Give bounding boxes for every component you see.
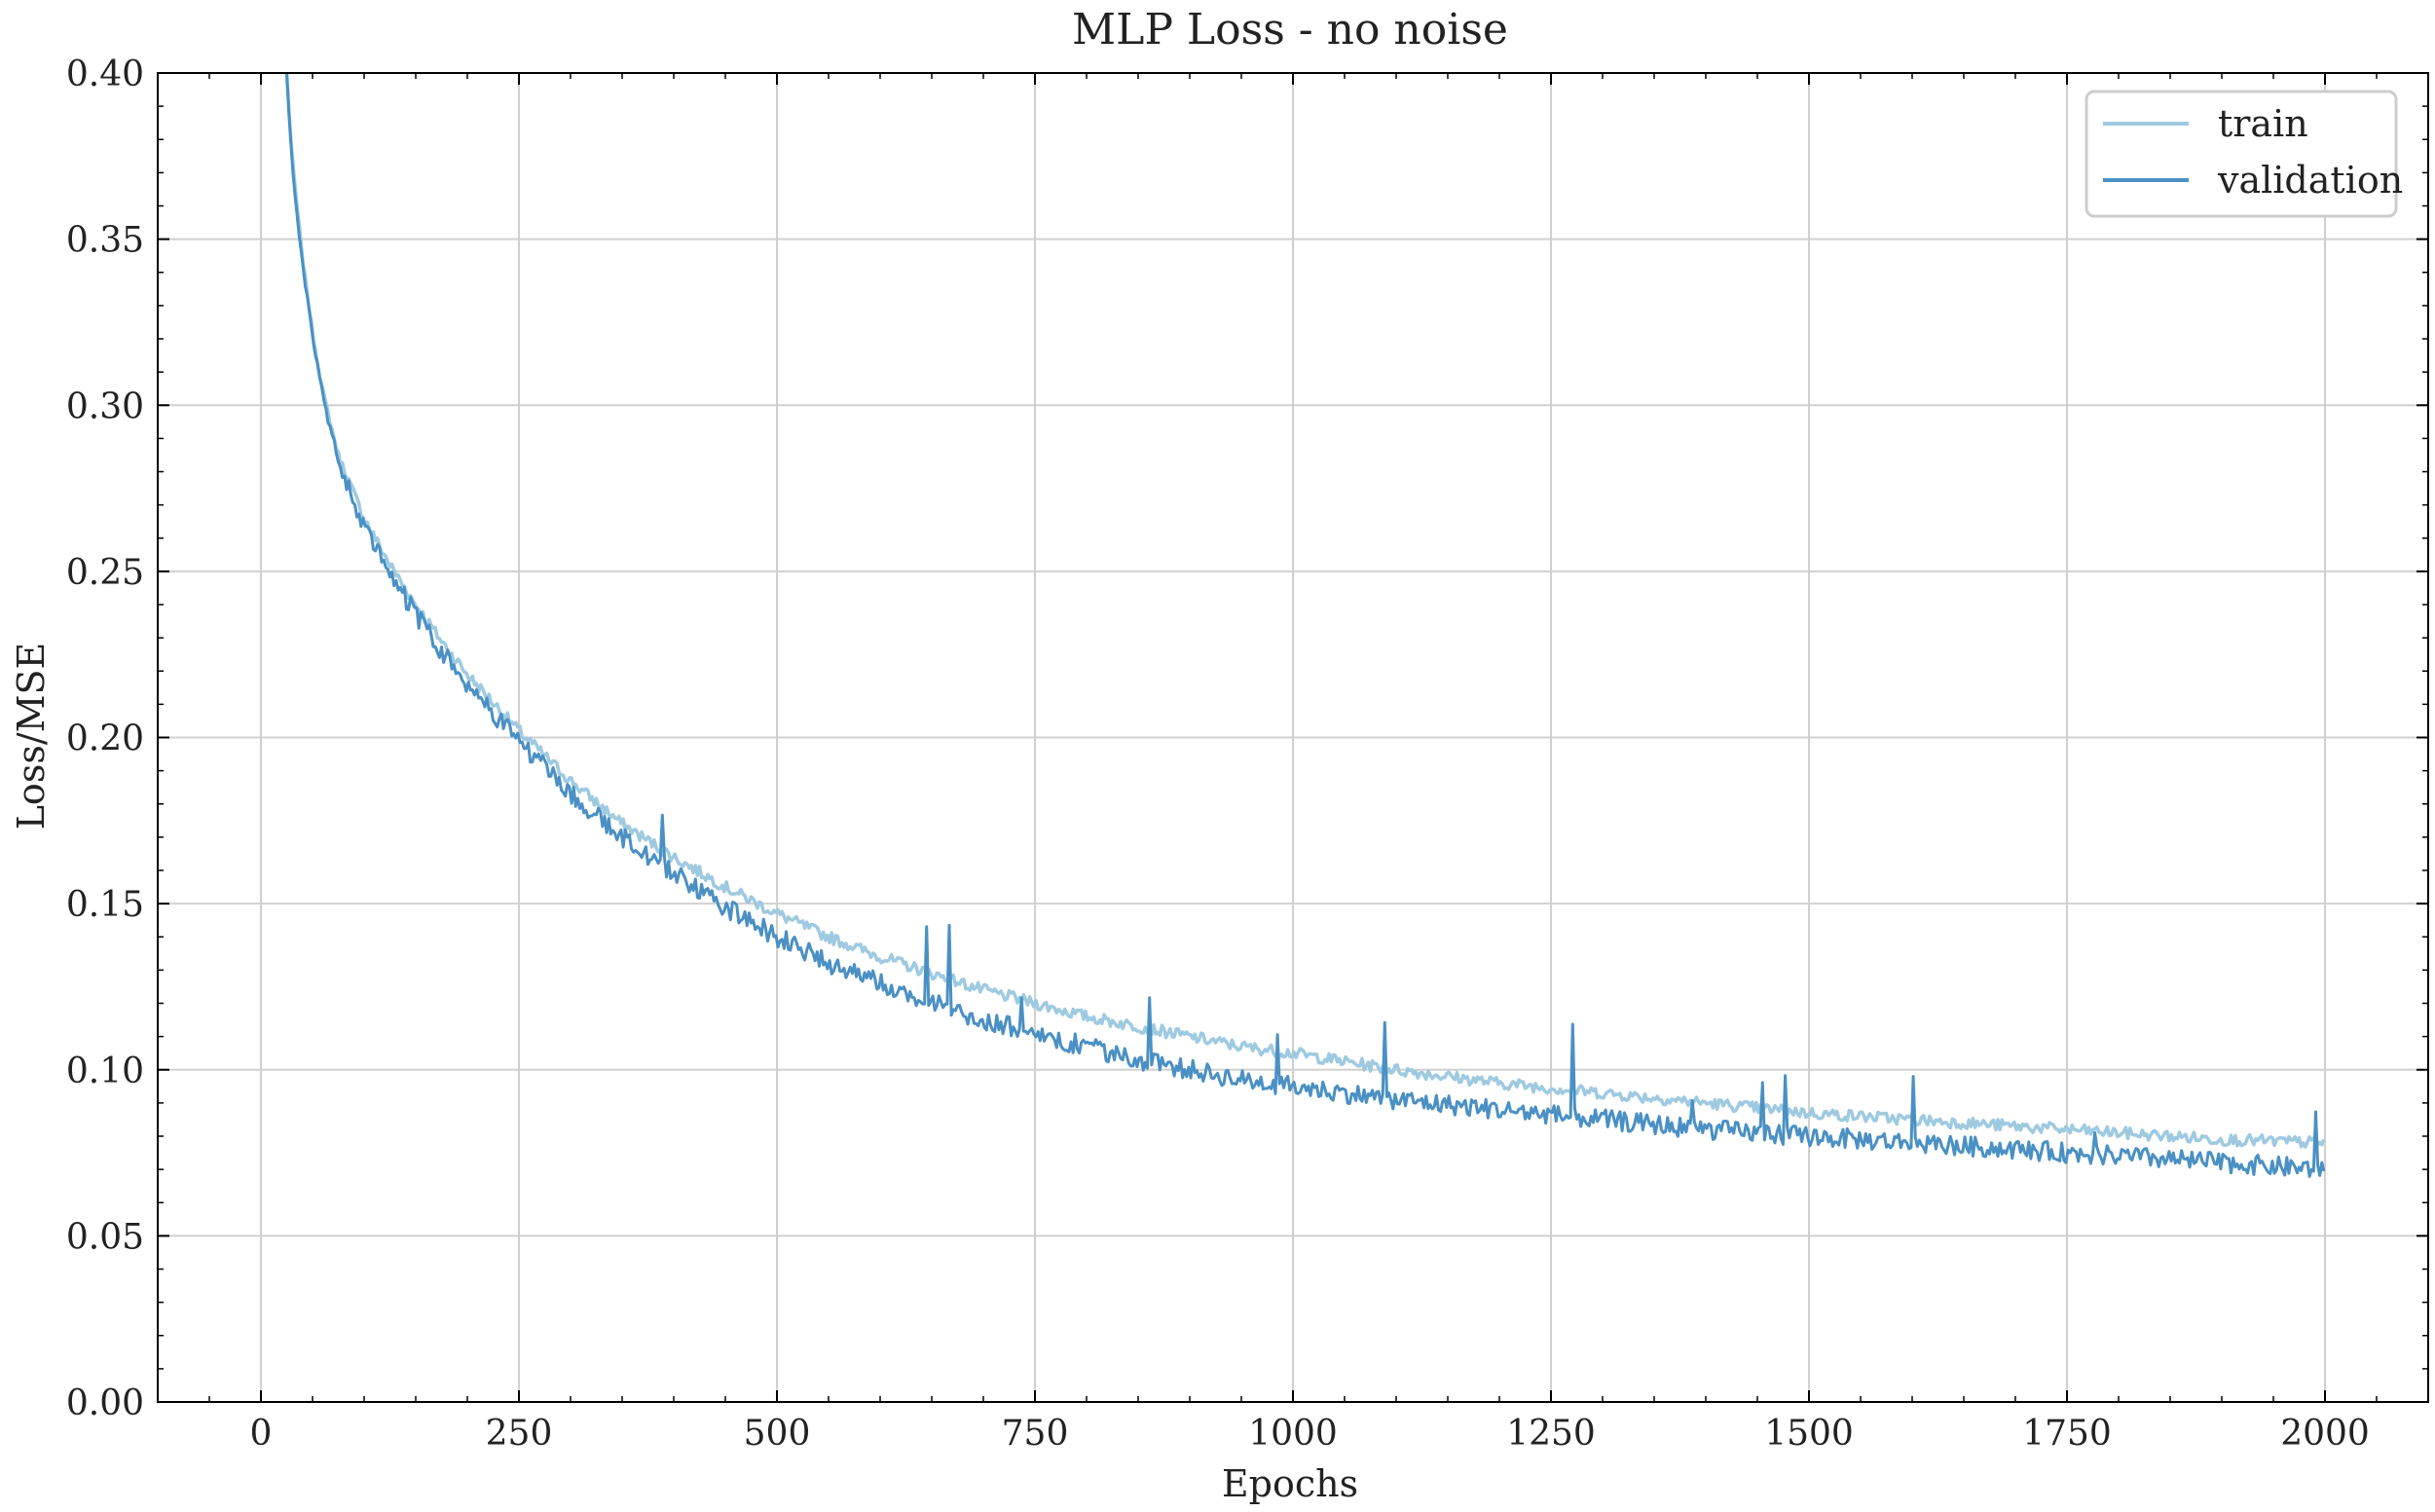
x-tick-label: 1250	[1506, 1414, 1596, 1454]
series-lines	[284, 73, 2326, 1178]
x-tick-label: 1500	[1764, 1414, 1854, 1454]
y-tick-label: 0.40	[66, 55, 144, 94]
y-tick-label: 0.15	[66, 885, 144, 925]
legend-train-label: train	[2218, 102, 2308, 145]
y-tick-label: 0.10	[66, 1051, 144, 1091]
grid	[158, 72, 2428, 1403]
y-tick-label: 0.20	[66, 719, 144, 759]
y-tick-label: 0.25	[66, 553, 144, 593]
series-line-validation	[285, 73, 2326, 1178]
x-axis-label: Epochs	[1222, 1462, 1358, 1505]
legend-validation-label: validation	[2217, 159, 2403, 202]
x-tick-label: 500	[744, 1414, 811, 1454]
x-tick-label: 750	[1002, 1414, 1069, 1454]
x-tick-label: 2000	[2280, 1414, 2370, 1454]
y-tick-label: 0.30	[66, 387, 144, 426]
ticks: 0 250 500 750 1000 1250 1500 1750 2000 0.00 0.05 0.…	[66, 55, 2428, 1454]
y-tick-label: 0.35	[66, 221, 144, 261]
x-tick-label: 1000	[1248, 1414, 1338, 1454]
x-tick-label: 250	[486, 1414, 553, 1454]
x-tick-label: 0	[250, 1414, 273, 1454]
legend: train validation	[2085, 90, 2403, 218]
y-tick-label: 0.00	[66, 1383, 144, 1423]
chart-title: MLP Loss - no noise	[1072, 5, 1508, 55]
y-tick-label: 0.05	[66, 1217, 144, 1257]
series-line-train	[284, 73, 2326, 1149]
y-axis-label: Loss/MSE	[10, 643, 53, 830]
x-tick-label: 1750	[2022, 1414, 2112, 1454]
